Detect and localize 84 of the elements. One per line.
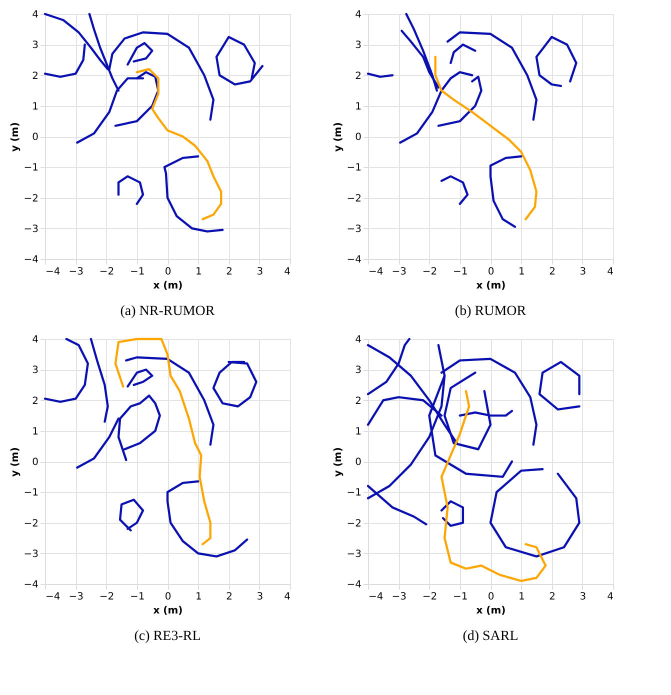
y-tick-label: −4 (346, 580, 362, 590)
x-tick-label: 0 (488, 266, 494, 278)
y-tick-label: 2 (32, 70, 38, 82)
x-tick-label: −3 (68, 592, 84, 602)
y-tick-label: −3 (24, 548, 38, 560)
x-tick-label: 1 (518, 592, 525, 602)
x-tick-label: −2 (99, 266, 114, 278)
x-tick-label: −1 (130, 592, 145, 602)
y-tick-label: 1 (355, 101, 362, 112)
y-tick-label: 4 (32, 10, 38, 20)
text: (a) NR-RUMOR (120, 304, 216, 319)
y-tick-label: 1 (32, 426, 38, 438)
x-tick-label: −1 (453, 592, 468, 602)
y-tick-label: −1 (346, 162, 362, 174)
x-axis-title: x (m) (153, 606, 183, 616)
x-tick-label: 0 (488, 592, 494, 602)
y-tick-label: −1 (24, 488, 38, 499)
y-tick-label: −4 (346, 254, 362, 266)
y-tick-label: 2 (32, 396, 38, 407)
x-tick-label: 4 (607, 592, 614, 602)
x-tick-label: 4 (607, 266, 614, 278)
y-tick-label: 3 (355, 365, 362, 376)
x-tick-label: 4 (284, 266, 290, 278)
x-tick-label: −4 (368, 266, 384, 278)
y-tick-label: 0 (355, 457, 362, 468)
y-tick-label: 1 (32, 101, 38, 112)
x-tick-label: −3 (392, 266, 406, 278)
text: (b) RUMOR (454, 304, 527, 319)
y-tick-label: 0 (32, 457, 38, 468)
y-axis-title: y (m) (10, 447, 21, 477)
x-tick-label: 1 (518, 266, 525, 278)
y-tick-label: −1 (24, 162, 38, 174)
y-tick-label: −4 (24, 580, 38, 590)
y-axis-title: y (m) (10, 122, 21, 152)
x-axis-title: x (m) (476, 606, 506, 616)
y-axis-title: y (m) (332, 122, 344, 152)
x-tick-label: 1 (195, 266, 202, 278)
x-tick-label: 1 (195, 592, 202, 602)
x-tick-label: 2 (226, 592, 232, 602)
x-tick-label: −4 (46, 592, 60, 602)
y-tick-label: −3 (346, 548, 362, 560)
x-tick-label: −4 (46, 266, 60, 278)
x-tick-label: −2 (422, 266, 438, 278)
x-tick-label: 0 (164, 592, 172, 602)
y-tick-label: −2 (346, 193, 362, 204)
x-tick-label: −1 (453, 266, 468, 278)
x-tick-label: −2 (99, 592, 114, 602)
x-tick-label: −3 (68, 266, 84, 278)
x-tick-label: 3 (580, 266, 586, 278)
y-tick-label: 3 (32, 365, 38, 376)
x-tick-label: 3 (256, 266, 264, 278)
x-axis-title: x (m) (153, 280, 183, 292)
x-tick-label: 4 (284, 592, 290, 602)
y-tick-label: 3 (32, 40, 38, 52)
y-tick-label: −2 (346, 518, 362, 530)
y-tick-label: −2 (24, 518, 38, 530)
y-tick-label: −2 (24, 193, 38, 204)
x-tick-label: −2 (422, 592, 438, 602)
y-tick-label: −4 (24, 254, 38, 266)
y-tick-label: 4 (355, 334, 362, 346)
x-tick-label: 2 (226, 266, 232, 278)
y-tick-label: 0 (32, 132, 38, 143)
text: (c) RE3-RL (134, 629, 201, 644)
y-tick-label: 2 (355, 396, 362, 407)
x-tick-label: 0 (164, 266, 172, 278)
y-tick-label: 2 (355, 70, 362, 82)
y-tick-label: 4 (32, 334, 38, 346)
x-tick-label: 3 (256, 592, 264, 602)
text: (d) SARL (462, 629, 518, 644)
x-tick-label: 2 (549, 592, 556, 602)
y-tick-label: −1 (346, 488, 362, 499)
x-tick-label: −1 (130, 266, 145, 278)
x-tick-label: −4 (368, 592, 384, 602)
y-tick-label: 0 (355, 132, 362, 143)
x-axis-title: x (m) (476, 280, 506, 292)
x-tick-label: 3 (580, 592, 586, 602)
y-tick-label: 4 (355, 10, 362, 20)
y-tick-label: −3 (346, 224, 362, 235)
y-axis-title: y (m) (332, 447, 344, 477)
y-tick-label: −3 (24, 224, 38, 235)
x-tick-label: −3 (392, 592, 406, 602)
y-tick-label: 1 (355, 426, 362, 438)
x-tick-label: 2 (549, 266, 556, 278)
y-tick-label: 3 (355, 40, 362, 52)
